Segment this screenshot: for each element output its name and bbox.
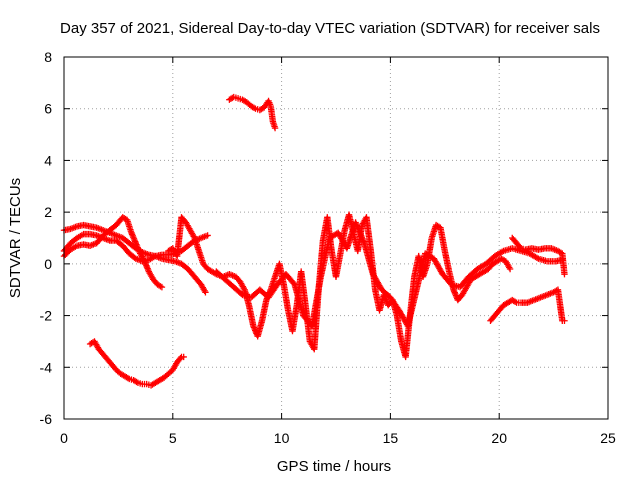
data-point <box>516 243 524 251</box>
y-tick-label: -2 <box>40 308 53 324</box>
y-tick-label: 2 <box>44 204 52 220</box>
data-point <box>133 378 140 386</box>
data-point <box>271 124 279 132</box>
data-point <box>180 353 187 361</box>
x-tick-label: 10 <box>274 430 290 446</box>
y-tick-label: 0 <box>44 256 52 272</box>
data-point <box>561 271 568 278</box>
data-point <box>511 298 519 305</box>
data-point <box>202 289 209 296</box>
plot-border <box>63 56 609 420</box>
series-track-i <box>509 234 568 278</box>
series-track-f <box>86 338 187 389</box>
data-point <box>533 254 541 262</box>
series-track-g <box>226 93 279 132</box>
data-point <box>177 355 184 362</box>
data-point <box>157 283 164 290</box>
y-axis-label: SDTVAR / TECUs <box>7 178 24 298</box>
data-series <box>60 93 568 389</box>
series-track-h <box>487 286 568 324</box>
data-point <box>158 283 166 291</box>
y-tick-label: 4 <box>44 152 52 168</box>
data-point <box>561 317 568 324</box>
series-track-e <box>213 219 566 330</box>
x-tick-label: 0 <box>60 430 68 446</box>
data-point <box>498 248 506 255</box>
y-tick-label: 8 <box>44 49 52 65</box>
axis-ticks: 0 5 10 15 20 25 -6 -4 -2 0 2 4 6 8 <box>40 49 616 446</box>
y-tick-label: -4 <box>40 359 53 375</box>
data-point <box>250 104 258 112</box>
y-tick-label: -6 <box>40 411 53 427</box>
grid <box>64 57 608 419</box>
x-tick-label: 15 <box>383 430 399 446</box>
x-tick-label: 25 <box>600 430 616 446</box>
y-tick-label: 6 <box>44 101 52 117</box>
x-tick-label: 5 <box>169 430 177 446</box>
data-point <box>506 265 514 273</box>
data-point <box>124 374 132 382</box>
chart-title: Day 357 of 2021, Sidereal Day-to-day VTE… <box>60 20 600 37</box>
x-axis-label: GPS time / hours <box>277 458 391 475</box>
data-point <box>204 232 211 239</box>
x-tick-label: 20 <box>491 430 507 446</box>
